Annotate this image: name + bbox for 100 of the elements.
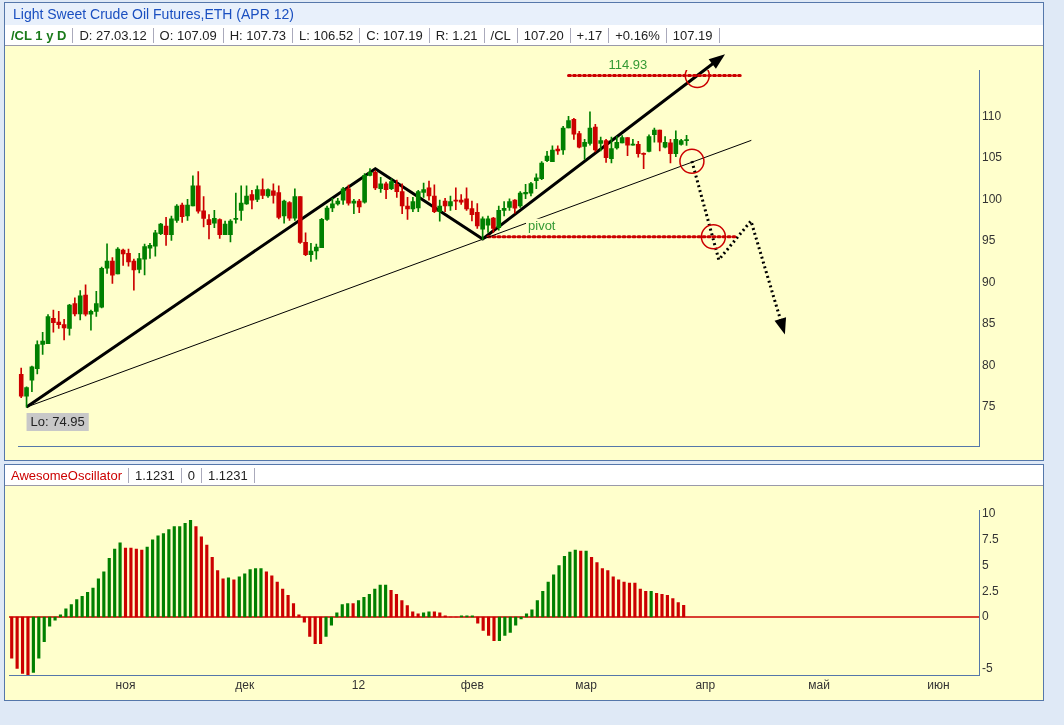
bar	[530, 609, 534, 618]
bar	[378, 584, 382, 618]
bar	[31, 616, 35, 673]
bar	[346, 603, 350, 618]
y-tick-label: -5	[982, 660, 993, 675]
bar	[356, 600, 361, 618]
x-tick-label: мар	[575, 678, 598, 693]
bar	[113, 548, 117, 618]
candlestick	[555, 145, 561, 155]
bar	[541, 590, 545, 618]
bar	[42, 616, 46, 642]
point	[700, 223, 727, 250]
text: /CL	[484, 27, 518, 43]
y-tick-label: 110	[982, 108, 1002, 123]
bar	[86, 591, 90, 618]
y-tick-label: 105	[982, 150, 1003, 165]
text: D: 27.03.12	[73, 27, 154, 43]
bar	[178, 526, 182, 618]
text: O: 107.09	[153, 27, 224, 43]
bar	[362, 597, 366, 618]
annotation: Lo: 74.95	[30, 413, 85, 429]
bar	[259, 568, 263, 618]
y-tick-label: 10	[982, 506, 996, 521]
bar	[75, 599, 79, 618]
x-tick-label: 12	[351, 678, 366, 693]
chart-title: AwesomeOscillator	[5, 467, 130, 483]
y-tick-label: 2.5	[982, 583, 1000, 598]
bar	[167, 529, 171, 618]
bar	[37, 616, 41, 659]
bar	[584, 550, 588, 618]
annotation: 114.93	[608, 56, 648, 72]
y-tick-label: 95	[982, 233, 996, 248]
x-tick-label: июн	[927, 678, 950, 693]
bar	[568, 551, 572, 618]
bar	[69, 604, 73, 618]
bar	[546, 581, 550, 618]
bar	[91, 587, 95, 618]
bar	[384, 584, 388, 618]
bar	[243, 573, 247, 618]
bar	[373, 588, 377, 618]
bar	[253, 568, 258, 618]
y-tick-label: 7.5	[982, 532, 1000, 547]
x-tick-label: май	[808, 678, 830, 693]
bar	[156, 535, 160, 618]
bar	[102, 571, 106, 618]
bar	[226, 577, 231, 618]
bar	[329, 616, 334, 626]
text: 1.1231	[129, 467, 182, 483]
text: 107.19	[666, 27, 720, 43]
text: R: 1.21	[429, 27, 485, 43]
y-tick-label: 85	[982, 316, 996, 331]
bar	[161, 533, 166, 618]
text: 107.20	[517, 27, 571, 43]
text: 0	[181, 467, 203, 483]
text: +.17	[570, 27, 610, 43]
bar	[562, 555, 567, 618]
bar	[514, 616, 518, 626]
bar	[151, 539, 155, 618]
bar	[324, 616, 328, 637]
bar	[118, 542, 122, 618]
text: H: 107.73	[223, 27, 294, 43]
chart-title: Light Sweet Crude Oil Futures,ETH (APR 12)	[5, 3, 1043, 25]
x-tick-label: апр	[695, 678, 716, 693]
text: C: 107.19	[360, 27, 430, 43]
x-tick-label: ноя	[115, 678, 136, 693]
bar	[96, 578, 100, 618]
text: 1.1231	[202, 467, 255, 483]
x-tick-label: фев	[460, 678, 484, 693]
y-tick-label: 100	[982, 191, 1003, 206]
bar	[53, 616, 57, 621]
y-tick-label: 0	[982, 609, 989, 624]
y-tick-label: 90	[982, 274, 996, 289]
bar	[508, 616, 512, 633]
bar	[107, 558, 111, 618]
point	[679, 148, 705, 174]
bar	[248, 569, 252, 618]
bar	[649, 590, 653, 618]
text: +0.16%	[609, 27, 667, 43]
bar	[552, 574, 556, 618]
bar	[340, 604, 344, 618]
bar	[503, 616, 507, 636]
bar	[183, 523, 187, 618]
bar	[573, 549, 577, 618]
text: L: 106.52	[293, 27, 361, 43]
chart-subtitle: /CL 1 y D	[5, 27, 74, 43]
bar	[48, 616, 52, 627]
y-tick-label: 75	[982, 399, 996, 414]
bar	[367, 594, 371, 618]
bar	[535, 600, 539, 618]
annotation: pivot	[528, 217, 556, 233]
bar	[64, 608, 68, 618]
y-tick-label: 80	[982, 357, 996, 372]
bar	[237, 576, 241, 618]
bar	[427, 611, 431, 618]
candlestick	[233, 192, 239, 224]
bar	[557, 565, 561, 618]
bar	[188, 519, 193, 618]
y-tick-label: 5	[982, 557, 989, 572]
bar	[172, 526, 176, 618]
bar	[497, 616, 501, 641]
